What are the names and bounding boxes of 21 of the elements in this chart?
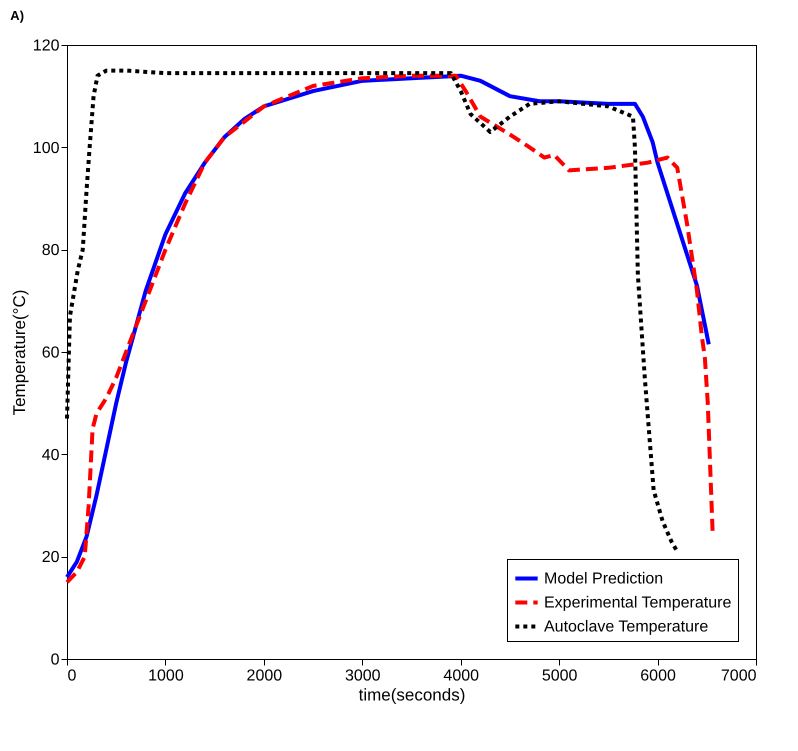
x-axis-title: time(seconds): [358, 686, 466, 704]
y-tick-label: 100: [32, 140, 60, 157]
y-axis-title: Temperature(°C): [10, 290, 29, 416]
y-tick-label: 20: [42, 549, 60, 566]
y-tick-label: 0: [50, 652, 60, 668]
y-tick-label: 40: [42, 446, 60, 464]
x-tick-label: 7000: [720, 668, 757, 684]
y-tick-label: 80: [42, 242, 60, 260]
x-tick-label: 2000: [246, 668, 282, 684]
legend-label: Autoclave Temperature: [544, 618, 708, 636]
x-tick-label: 5000: [542, 668, 578, 684]
x-tick-label: 4000: [443, 668, 480, 684]
x-tick-label: 6000: [640, 668, 676, 684]
y-tick-label: 60: [42, 344, 60, 362]
chart-title: A): [10, 8, 24, 23]
legend-label: Experimental Temperature: [544, 594, 732, 612]
x-tick-label: 0: [68, 668, 76, 684]
y-tick-label: 120: [32, 38, 60, 54]
x-tick-label: 1000: [148, 668, 184, 684]
legend-label: Model Prediction: [544, 570, 664, 588]
x-tick-label: 3000: [344, 668, 381, 684]
